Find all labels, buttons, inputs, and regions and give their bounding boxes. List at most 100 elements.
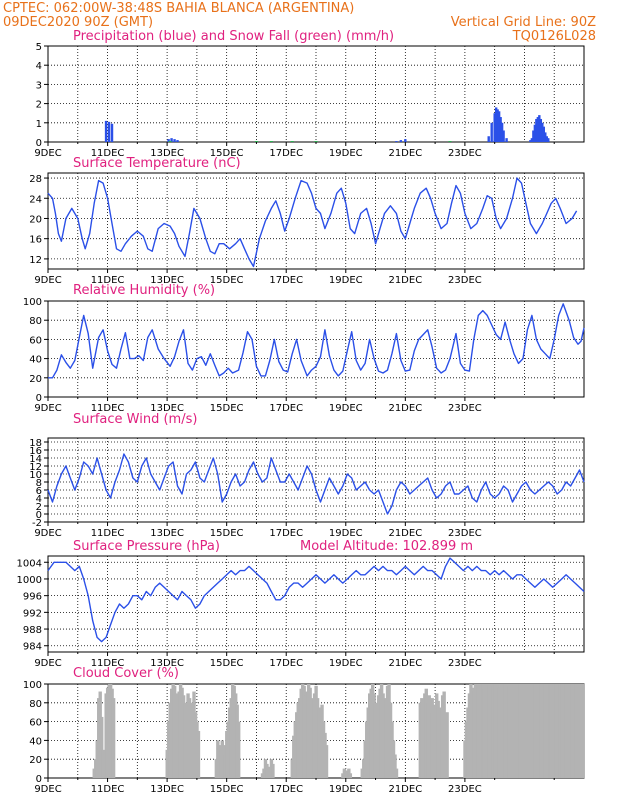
- temperature-ytick-label: 24: [29, 194, 42, 205]
- cloud-bar: [580, 684, 585, 778]
- pressure-xtick-label: 13DEC: [150, 658, 184, 669]
- humidity-xtick-label: 15DEC: [210, 403, 244, 414]
- wind-ytick-label: 18: [29, 438, 42, 449]
- temperature-xtick-label: 19DEC: [329, 275, 363, 286]
- cloud-bar: [101, 749, 105, 778]
- pressure-xtick-label: 11DEC: [91, 658, 125, 669]
- humidity-xtick-label: 17DEC: [269, 403, 303, 414]
- wind-xtick-label: 19DEC: [329, 528, 363, 539]
- precip-bar: [542, 126, 545, 142]
- humidity-xtick-label: 19DEC: [329, 403, 363, 414]
- precip-ytick-label: 1: [36, 119, 42, 130]
- humidity-ytick-label: 60: [29, 335, 42, 346]
- precip-bar: [167, 139, 170, 142]
- precip-ytick-label: 5: [36, 42, 42, 53]
- cloud-bar: [111, 698, 116, 778]
- snow-bar: [269, 141, 273, 142]
- precip-xtick-label: 17DEC: [269, 148, 303, 159]
- precip-bar: [505, 138, 508, 142]
- wind-ytick-label: -2: [32, 518, 42, 529]
- precip-bar: [547, 138, 550, 142]
- temperature-line: [47, 177, 578, 268]
- wind-ytick-label: 14: [29, 454, 42, 465]
- wind-ytick-label: 4: [36, 494, 42, 505]
- pressure-xtick-label: 15DEC: [210, 658, 244, 669]
- humidity-ytick-label: 80: [29, 316, 42, 327]
- cloud-ytick-label: 80: [29, 699, 42, 710]
- wind-ytick-label: 6: [36, 486, 42, 497]
- precip-bar: [494, 107, 498, 142]
- wind-xtick-label: 23DEC: [448, 528, 482, 539]
- precip-bar: [496, 109, 499, 142]
- pressure-ytick-label: 988: [23, 625, 42, 636]
- precip-bar: [539, 118, 543, 142]
- wind-ytick-label: 0: [36, 510, 42, 521]
- precip-xtick-label: 9DEC: [34, 148, 61, 159]
- pressure-xtick-label: 9DEC: [34, 658, 61, 669]
- temperature-xtick-label: 13DEC: [150, 275, 184, 286]
- pressure-ytick-label: 1000: [17, 575, 42, 586]
- temperature-xtick-label: 17DEC: [269, 275, 303, 286]
- pressure-ytick-label: 992: [23, 608, 42, 619]
- precip-bar: [107, 121, 111, 142]
- precip-bar: [532, 130, 535, 142]
- temperature-xtick-label: 11DEC: [91, 275, 125, 286]
- humidity-xtick-label: 13DEC: [150, 403, 184, 414]
- wind-xtick-label: 15DEC: [210, 528, 244, 539]
- humidity-title: Relative Humidity (%): [73, 283, 216, 298]
- humidity-line: [48, 303, 585, 379]
- precip-bar: [538, 115, 541, 142]
- temperature-xtick-label: 23DEC: [448, 275, 482, 286]
- pressure-line: [47, 557, 585, 643]
- wind-xtick-label: 21DEC: [388, 528, 422, 539]
- cloud-xtick-label: 9DEC: [34, 784, 61, 795]
- precip-bar: [530, 138, 534, 142]
- precip-bar: [544, 132, 547, 142]
- precip-bar: [490, 122, 493, 142]
- precip-ytick-label: 3: [36, 80, 42, 91]
- cloud-ytick-label: 40: [29, 736, 42, 747]
- precip-bar: [500, 122, 504, 142]
- temperature-xtick-label: 21DEC: [388, 275, 422, 286]
- header-run-time: 09DEC2020 90Z (GMT): [3, 15, 154, 30]
- humidity-xtick-label: 21DEC: [388, 403, 422, 414]
- pressure-xtick-label: 17DEC: [269, 658, 303, 669]
- cloud-ytick-label: 60: [29, 718, 42, 729]
- cloud-ytick-label: 20: [29, 755, 42, 766]
- precip-bar: [493, 113, 496, 142]
- precip-bar: [499, 117, 502, 142]
- snow-bar: [254, 141, 258, 142]
- pressure-ytick-label: 984: [23, 642, 42, 653]
- pressure-ytick-label: 996: [23, 592, 42, 603]
- precip-bar: [404, 139, 407, 142]
- snow-bar: [314, 141, 318, 142]
- precip-bar: [104, 120, 108, 142]
- temperature-title: Surface Temperature (nC): [73, 156, 241, 171]
- cloud-bar: [100, 716, 104, 778]
- pressure-xtick-label: 21DEC: [388, 658, 422, 669]
- precip-bar: [399, 140, 403, 142]
- precip-xtick-label: 23DEC: [448, 148, 482, 159]
- precip-bar: [541, 122, 544, 142]
- snow-bar: [448, 141, 452, 142]
- wind-xtick-label: 17DEC: [269, 528, 303, 539]
- snow-bar: [290, 141, 294, 142]
- cloud-title: Cloud Cover (%): [73, 666, 179, 681]
- cloud-xtick-label: 21DEC: [388, 784, 422, 795]
- precip-bar: [545, 136, 548, 142]
- humidity-xtick-label: 9DEC: [34, 403, 61, 414]
- humidity-ytick-label: 40: [29, 355, 42, 366]
- precip-title: Precipitation (blue) and Snow Fall (gree…: [73, 29, 395, 44]
- cloud-xtick-label: 23DEC: [448, 784, 482, 795]
- humidity-ytick-label: 20: [29, 374, 42, 385]
- cloud-bar: [394, 768, 399, 778]
- cloud-xtick-label: 19DEC: [329, 784, 363, 795]
- wind-ytick-label: 16: [29, 446, 42, 457]
- precip-bar: [529, 140, 532, 142]
- wind-ytick-label: 10: [29, 470, 42, 481]
- precip-bar: [487, 136, 490, 142]
- temperature-ytick-label: 20: [29, 214, 42, 225]
- precip-bar: [536, 117, 540, 142]
- snow-bar: [168, 141, 172, 142]
- cloud-bar: [348, 773, 353, 778]
